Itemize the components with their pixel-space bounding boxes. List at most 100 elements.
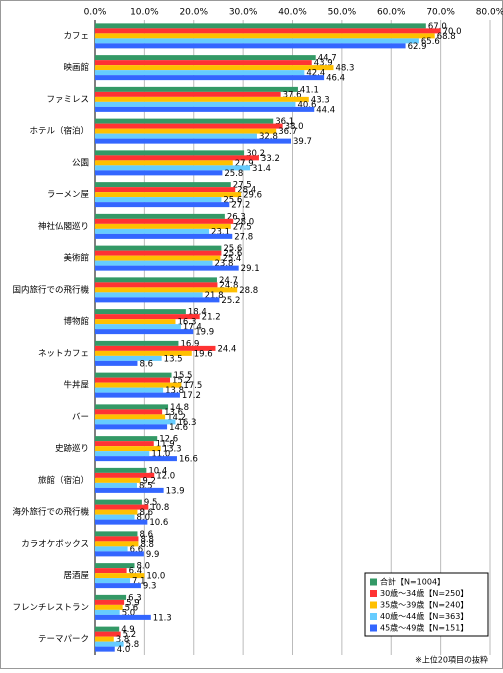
- value-label: 3.8: [116, 635, 130, 645]
- value-label: 25.6: [223, 196, 242, 206]
- legend-label: 30歳～34歳【N=250】: [380, 588, 468, 598]
- value-label: 4.9: [121, 625, 135, 635]
- bar: [95, 345, 216, 351]
- bar: [95, 60, 312, 66]
- bar: [95, 514, 135, 520]
- bar: [95, 106, 315, 112]
- bar: [95, 33, 435, 39]
- value-label: 48.3: [335, 64, 354, 74]
- value-label: 6.3: [128, 593, 142, 603]
- x-tick-label: 50.0%: [328, 8, 357, 18]
- bar: [95, 228, 210, 234]
- value-label: 14.8: [170, 403, 189, 413]
- bar: [95, 245, 222, 251]
- bar: [95, 123, 283, 129]
- value-label: 24.7: [219, 276, 238, 286]
- bar: [95, 563, 135, 569]
- value-label: 8.8: [140, 535, 154, 545]
- legend-label: 45歳～49歳【N=151】: [380, 623, 468, 633]
- x-tick-label: 60.0%: [377, 8, 406, 18]
- value-label: 38.0: [285, 122, 304, 132]
- bar: [95, 377, 171, 383]
- value-label: 11.9: [156, 440, 175, 450]
- value-label: 36.1: [275, 117, 294, 127]
- value-label: 25.4: [222, 254, 241, 264]
- value-label: 33.2: [261, 154, 280, 164]
- bar: [95, 614, 151, 620]
- bar: [95, 255, 221, 261]
- legend-swatch: [370, 613, 377, 620]
- bar: [95, 128, 277, 134]
- value-label: 15.5: [174, 371, 193, 381]
- bar: [95, 250, 222, 256]
- y-tick-label: 国内旅行での飛行機: [12, 284, 89, 295]
- value-label: 14.2: [167, 413, 186, 423]
- y-tick-label: 美術館: [63, 253, 89, 264]
- bar: [95, 86, 298, 92]
- bar: [95, 65, 334, 71]
- bar: [95, 372, 172, 378]
- value-label: 10.4: [148, 466, 167, 476]
- y-tick-label: カラオケボックス: [21, 539, 89, 549]
- bar: [95, 467, 147, 473]
- value-label: 15.2: [172, 376, 191, 386]
- value-label: 40.6: [297, 100, 316, 110]
- y-tick-label: 公園: [72, 158, 89, 168]
- bar: [95, 165, 251, 171]
- legend-swatch: [370, 578, 377, 586]
- bar: [95, 292, 203, 298]
- value-label: 8.8: [140, 540, 154, 550]
- y-tick-label: 映画館: [63, 62, 89, 73]
- bar: [95, 96, 309, 102]
- value-label: 17.5: [183, 381, 202, 391]
- value-label: 43.3: [311, 95, 330, 105]
- bar: [95, 436, 158, 442]
- y-tick-label: ネットカフェ: [38, 349, 89, 359]
- legend-label: 35歳～39歳【N=240】: [380, 600, 468, 610]
- value-label: 5.8: [126, 640, 140, 650]
- value-label: 19.6: [194, 349, 213, 359]
- y-tick-label: ファミレス: [46, 95, 89, 105]
- value-label: 10.8: [150, 503, 169, 513]
- bar: [95, 101, 296, 107]
- bar: [95, 287, 238, 293]
- bar: [95, 599, 125, 605]
- bar: [95, 482, 137, 488]
- bar: [95, 583, 141, 589]
- value-label: 21.2: [202, 313, 221, 323]
- bar: [95, 187, 236, 193]
- bar: [95, 636, 114, 642]
- value-label: 28.0: [235, 217, 254, 227]
- value-label: 13.6: [164, 408, 183, 418]
- value-label: 31.4: [252, 164, 271, 174]
- bar: [95, 202, 230, 208]
- value-label: 10.6: [149, 518, 168, 528]
- value-label: 67.0: [428, 22, 447, 32]
- value-label: 24.4: [217, 344, 236, 354]
- y-tick-label: 旅館（宿泊）: [38, 475, 89, 486]
- bar: [95, 604, 123, 610]
- value-label: 25.6: [223, 249, 242, 259]
- value-label: 5.0: [122, 608, 136, 618]
- value-label: 30.2: [246, 149, 265, 159]
- value-label: 13.8: [165, 386, 184, 396]
- value-label: 27.8: [234, 232, 253, 242]
- value-label: 28.8: [239, 286, 258, 296]
- value-label: 6.4: [129, 567, 143, 577]
- bar: [95, 404, 169, 410]
- bar: [95, 573, 145, 579]
- bar: [95, 150, 245, 156]
- value-label: 16.9: [180, 339, 199, 349]
- bar: [95, 531, 138, 537]
- value-label: 6.6: [130, 545, 144, 555]
- x-tick-label: 10.0%: [130, 8, 159, 18]
- bar: [95, 551, 144, 557]
- value-label: 16.6: [179, 455, 198, 465]
- y-tick-label: バー: [72, 412, 89, 422]
- bar: [95, 504, 149, 510]
- legend-box: [364, 572, 489, 637]
- bar: [95, 355, 162, 361]
- value-label: 12.6: [159, 435, 178, 445]
- value-label: 41.1: [300, 85, 319, 95]
- bar: [95, 319, 176, 325]
